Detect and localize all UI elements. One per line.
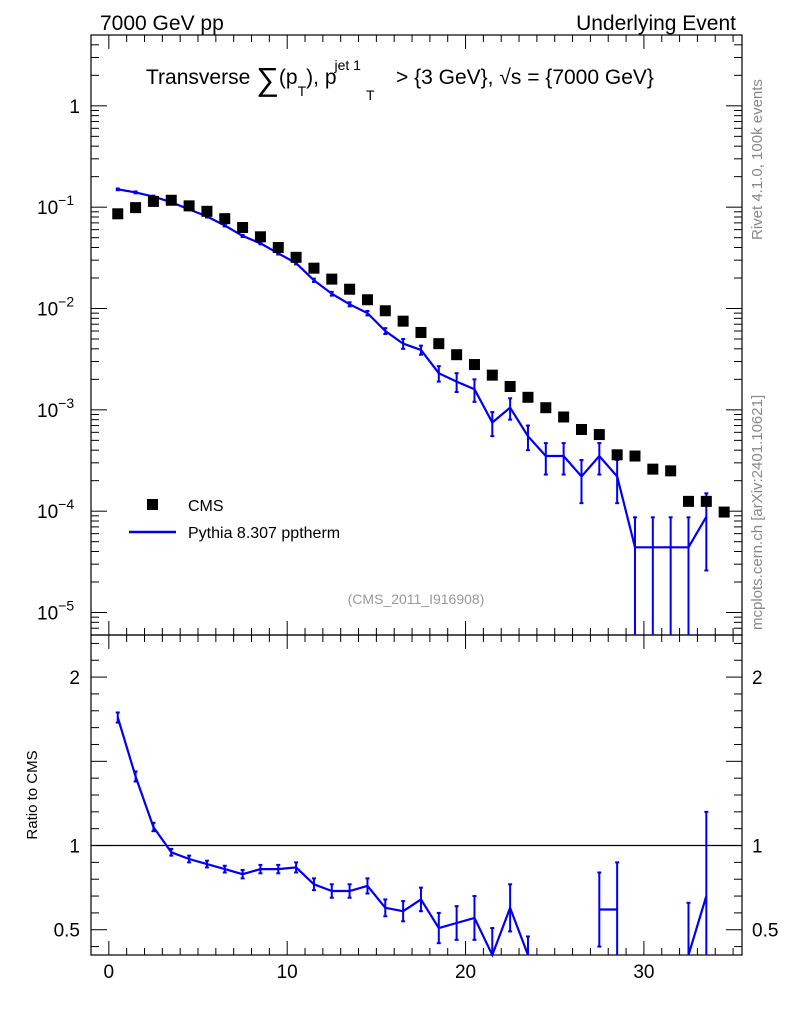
y-tick-label: 10−1 [37, 192, 74, 219]
cms-data-point [504, 380, 516, 392]
legend-data-label: CMS [188, 498, 224, 515]
y-tick-label: 10−4 [37, 496, 74, 523]
cms-data-point [272, 241, 284, 253]
cms-data-point [397, 315, 409, 327]
cms-data-point [147, 195, 159, 207]
cms-data-point [522, 391, 534, 403]
analysis-watermark: (CMS_2011_I916908) [348, 591, 485, 607]
ratio-panel-frame [90, 634, 743, 956]
ratio-y-axis-label: Ratio to CMS [24, 750, 41, 839]
mc-series-line [117, 188, 708, 549]
cms-data-point [558, 411, 570, 423]
legend-mc-label: Pythia 8.307 pptherm [188, 525, 340, 542]
y-tick-label: 10−3 [37, 395, 74, 422]
cms-data-point [237, 222, 249, 234]
y-tick-label: 1 [69, 97, 80, 118]
cms-data-point [540, 402, 552, 414]
cms-data-point [700, 495, 712, 507]
ratio-y-tick-label-left: 2 [69, 668, 80, 689]
ratio-y-tick-label-right: 0.5 [752, 921, 778, 942]
chart-title-rest: > {3 GeV}, √s = {7000 GeV} [396, 66, 654, 89]
side-label-top: Rivet 4.1.0, 100k events [749, 79, 766, 240]
cms-data-point [468, 359, 480, 371]
cms-data-point [718, 506, 730, 518]
ratio-y-tick-label-left: 0.5 [54, 921, 80, 942]
cms-data-point [433, 338, 445, 350]
cms-data-point [379, 305, 391, 317]
cms-data-point [201, 205, 213, 217]
legend-data-marker [147, 499, 158, 510]
x-tick-label: 30 [633, 962, 654, 983]
cms-data-point [611, 449, 623, 461]
cms-data-point [451, 349, 463, 361]
cms-data-point [593, 429, 605, 441]
header-right: Underlying Event [576, 12, 736, 35]
y-tick-label: 10−2 [37, 294, 74, 321]
cms-data-point [682, 495, 694, 507]
title-subscript-t: T [366, 87, 375, 103]
cms-data-point [665, 465, 677, 477]
ratio-y-tick-label-left: 1 [69, 837, 80, 858]
cms-data-point [629, 450, 641, 462]
chart-title: Transverse ∑(pT), pjet 1 [146, 57, 361, 99]
cms-data-point [183, 200, 195, 212]
cms-data-point [361, 294, 373, 306]
cms-data-point [486, 369, 498, 381]
x-tick-label: 0 [104, 962, 115, 983]
cms-data-point [344, 283, 356, 295]
x-tick-label: 20 [455, 962, 476, 983]
x-tick-label: 10 [277, 962, 298, 983]
ratio-y-tick-label-right: 2 [752, 668, 763, 689]
y-tick-label: 10−5 [37, 598, 74, 625]
ratio-y-tick-label-right: 1 [752, 837, 763, 858]
cms-data-point [112, 208, 124, 220]
cms-data-point [415, 326, 427, 338]
cms-data-point [254, 231, 266, 243]
cms-data-point [647, 463, 659, 475]
side-label-bottom: mcplots.cern.ch [arXiv:2401.10621] [749, 395, 766, 630]
ratio-series-line [687, 895, 708, 956]
cms-data-point [219, 213, 231, 225]
cms-data-point [575, 423, 587, 435]
cms-data-point [308, 262, 320, 274]
cms-data-point [130, 202, 142, 214]
cms-data-point [326, 273, 338, 285]
cms-data-point [290, 251, 302, 263]
ratio-series-line [116, 717, 530, 958]
cms-data-point [165, 194, 177, 206]
header-left: 7000 GeV pp [100, 12, 224, 35]
